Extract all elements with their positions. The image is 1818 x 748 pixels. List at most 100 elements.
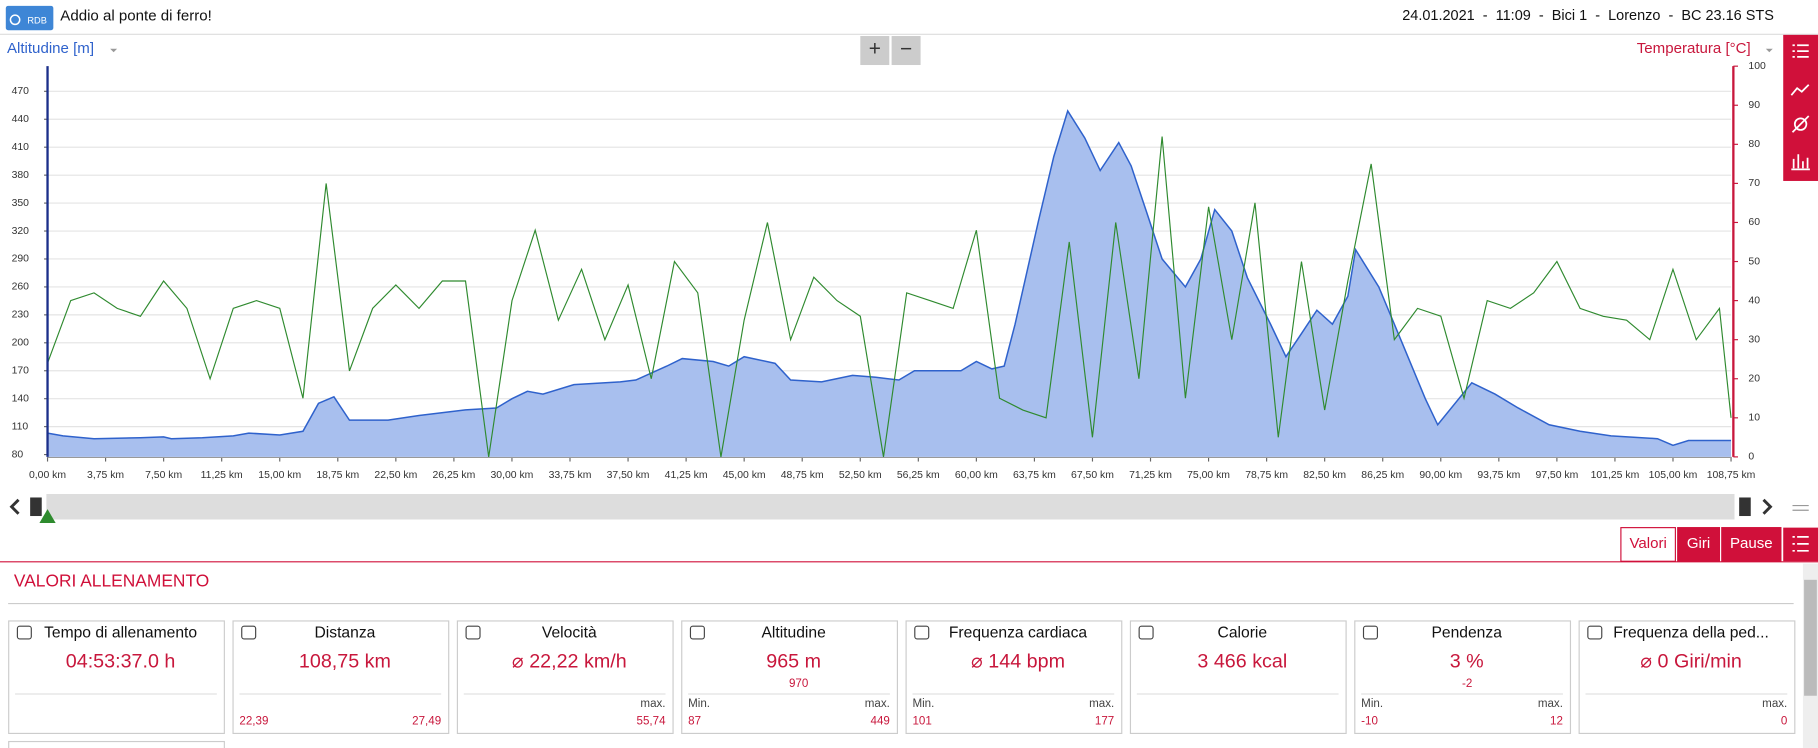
x-tick-label: 71,25 km xyxy=(1129,470,1172,481)
card-max-label: max. xyxy=(1538,698,1563,710)
x-tick-label: 3,75 km xyxy=(87,470,124,481)
card-value: 3 % xyxy=(1450,650,1484,672)
activity-info: 24.01.2021 - 11:09 - Bici 1 - Lorenzo - … xyxy=(1402,8,1774,24)
y2-tick-label: 60 xyxy=(1748,217,1760,228)
y-tick-label: 140 xyxy=(12,393,30,404)
area-line xyxy=(47,109,1732,447)
range-track[interactable] xyxy=(46,494,1735,520)
stat-card xyxy=(456,620,674,735)
x-tick-label: 18,75 km xyxy=(316,470,359,481)
tab[interactable] xyxy=(1677,527,1721,562)
card-icon xyxy=(689,625,705,640)
section-title: VALORI ALLENAMENTO xyxy=(14,571,209,591)
card-max-value: 177 xyxy=(1095,715,1114,727)
x-tick-label: 37,50 km xyxy=(607,470,650,481)
card-min-label: Min. xyxy=(912,698,934,710)
card-title: Frequenza cardiaca xyxy=(949,624,1088,641)
resize-handle[interactable] xyxy=(1792,505,1809,511)
x-tick-label: 41,25 km xyxy=(665,470,708,481)
y-tick-label: 470 xyxy=(12,86,30,97)
y2-axis-selector[interactable]: Temperatura [°C] xyxy=(1637,40,1751,57)
x-tick-label: 63,75 km xyxy=(1013,470,1056,481)
card-value: ⌀ 144 bpm xyxy=(971,650,1065,672)
zoom-out-label: − xyxy=(900,37,912,60)
stat-card xyxy=(905,620,1123,735)
card-title: Pendenza xyxy=(1431,624,1502,641)
x-tick-label: 56,25 km xyxy=(897,470,940,481)
y-axis-selector[interactable]: Altitudine [m] xyxy=(7,40,94,57)
y-tick-label: 320 xyxy=(12,226,30,237)
tab[interactable] xyxy=(1620,527,1676,562)
card-value: ⌀ 22,22 km/h xyxy=(512,650,627,672)
card-value: 3 466 kcal xyxy=(1197,650,1287,672)
y-tick-label: 80 xyxy=(12,449,24,460)
y-tick-label: 110 xyxy=(12,421,29,432)
scroll-left[interactable] xyxy=(9,498,20,515)
y2-tick-label: 20 xyxy=(1748,374,1760,385)
zoom-in-label: + xyxy=(869,37,881,60)
chart: 8011014017020023026029032035038041044047… xyxy=(12,61,1766,481)
y2-tick-label: 50 xyxy=(1748,256,1760,267)
y2-tick-label: 80 xyxy=(1748,139,1760,150)
card-title: Velocità xyxy=(542,624,597,641)
x-tick-label: 101,25 km xyxy=(1591,470,1640,481)
x-tick-label: 45,00 km xyxy=(723,470,766,481)
range-handle[interactable] xyxy=(30,497,42,517)
card-max-label: max. xyxy=(1762,698,1787,710)
y2-tick-label: 40 xyxy=(1748,295,1760,306)
tab-label: Valori xyxy=(1629,535,1666,552)
x-tick-label: 11,25 km xyxy=(201,470,243,481)
y2-tick-label: 0 xyxy=(1748,452,1754,463)
zoom-out-button[interactable] xyxy=(891,36,921,66)
card-title: Frequenza della ped... xyxy=(1613,624,1769,641)
dropdown-arrow[interactable] xyxy=(110,48,118,53)
dropdown-arrow[interactable] xyxy=(1765,48,1773,53)
x-tick-label: 22,50 km xyxy=(374,470,417,481)
scrollbar-thumb[interactable] xyxy=(1804,579,1817,696)
range-handle[interactable] xyxy=(1739,497,1751,517)
y2-tick-label: 90 xyxy=(1748,100,1760,111)
x-tick-label: 82,50 km xyxy=(1303,470,1346,481)
logo-text: RDB xyxy=(27,15,47,25)
y-tick-label: 380 xyxy=(12,170,30,181)
x-tick-label: 93,75 km xyxy=(1477,470,1520,481)
card-min-value: -10 xyxy=(1361,715,1378,727)
card-value: 108,75 km xyxy=(299,650,391,672)
card-value: 04:53:37.0 h xyxy=(66,650,176,672)
card-value: ⌀ 0 Giri/min xyxy=(1640,650,1742,672)
tab-label: Giri xyxy=(1687,535,1710,552)
y-tick-label: 440 xyxy=(12,114,30,125)
zoom-in-button[interactable] xyxy=(860,36,890,66)
logo-icon xyxy=(9,14,21,26)
tab[interactable] xyxy=(1721,527,1782,562)
card-icon xyxy=(1138,625,1154,640)
y-tick-label: 350 xyxy=(12,198,30,209)
stat-card xyxy=(8,620,225,735)
x-tick-label: 48,75 km xyxy=(781,470,824,481)
card-max-value: 449 xyxy=(871,715,890,727)
y2-tick-label: 100 xyxy=(1748,61,1766,72)
y-tick-label: 410 xyxy=(12,142,30,153)
card-icon xyxy=(1362,625,1378,640)
y2-tick-label: 10 xyxy=(1748,413,1760,424)
x-tick-label: 52,50 km xyxy=(839,470,882,481)
x-tick-label: 86,25 km xyxy=(1361,470,1404,481)
y-tick-label: 200 xyxy=(12,338,30,349)
x-tick-label: 26,25 km xyxy=(432,470,475,481)
y-tick-label: 170 xyxy=(12,365,30,376)
x-tick-label: 67,50 km xyxy=(1071,470,1114,481)
side-toolbar-icons[interactable] xyxy=(1790,44,1810,171)
position-marker[interactable] xyxy=(39,509,56,523)
card-sub-value: -2 xyxy=(1462,678,1472,690)
tabs: Valori Giri Pause xyxy=(1620,527,1782,562)
activity-title: Addio al ponte di ferro! xyxy=(60,7,212,24)
tab-menu-icon xyxy=(1792,536,1809,552)
card-max-label: max. xyxy=(865,698,890,710)
card-max-value: 0 xyxy=(1781,715,1787,727)
scroll-right[interactable] xyxy=(1762,498,1773,515)
card-icon xyxy=(16,625,32,640)
cards: Tempo di allenamento 04:53:37.0 h Distanza… xyxy=(8,620,1796,748)
card-value: 965 m xyxy=(766,650,821,672)
card-max-label: max. xyxy=(640,698,665,710)
card-min-label: Min. xyxy=(1361,698,1383,710)
